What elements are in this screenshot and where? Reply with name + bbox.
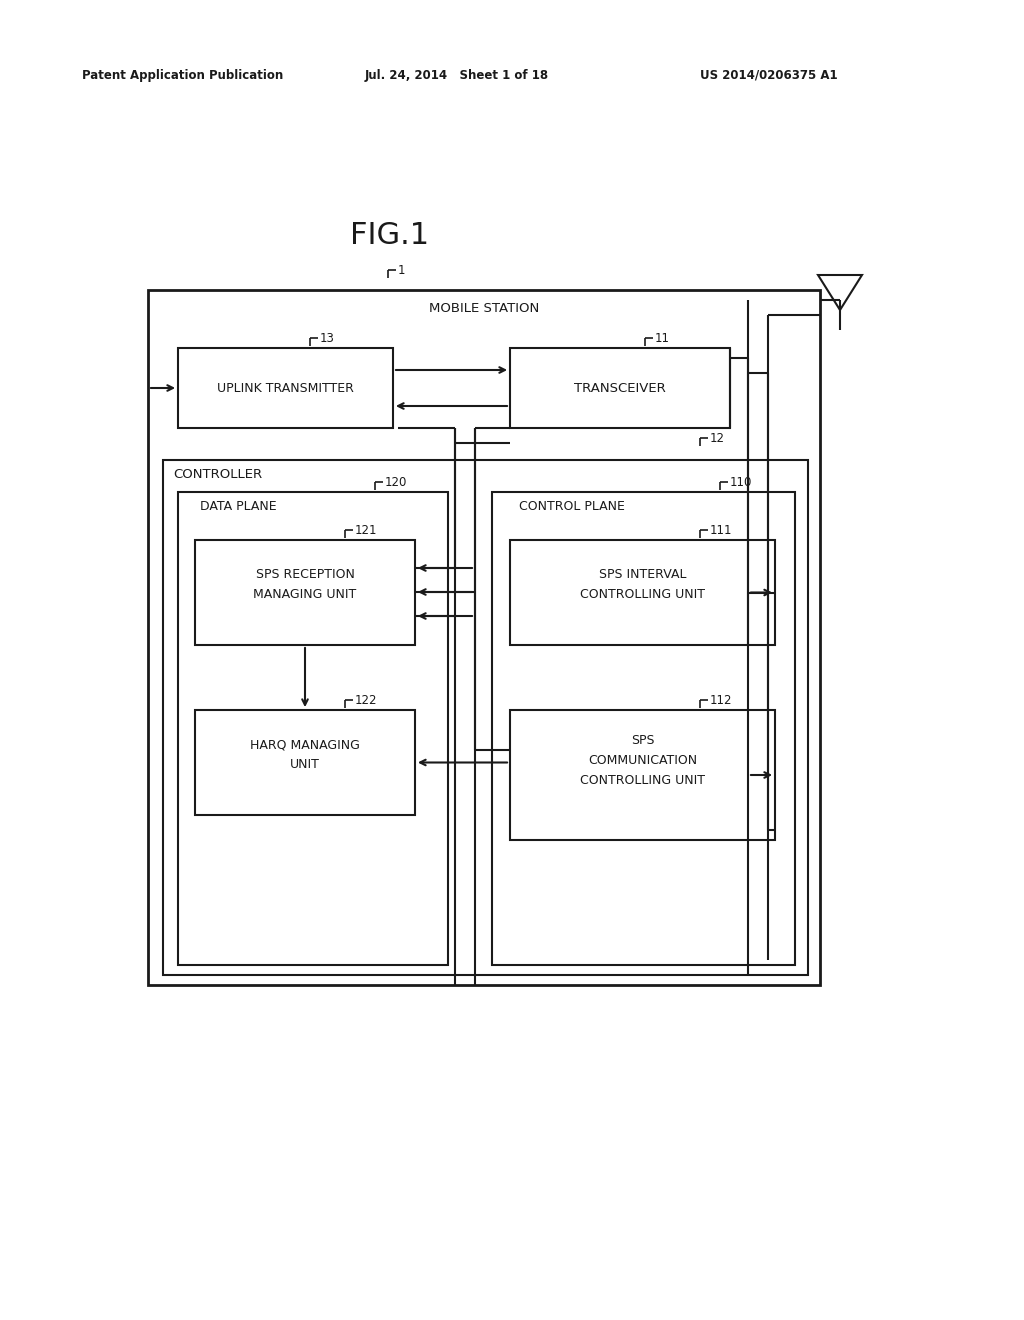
Bar (510, 348, 730, 428)
Text: SPS: SPS (631, 734, 654, 747)
Text: SPS RECEPTION: SPS RECEPTION (256, 569, 354, 582)
Text: DATA PLANE: DATA PLANE (200, 499, 276, 512)
Text: 111: 111 (710, 524, 732, 536)
Text: CONTROLLING UNIT: CONTROLLING UNIT (580, 774, 705, 787)
Bar (178, 348, 393, 428)
Bar (178, 492, 449, 965)
Bar (195, 710, 415, 814)
Text: CONTROLLER: CONTROLLER (173, 467, 262, 480)
Text: 112: 112 (710, 693, 732, 706)
Text: US 2014/0206375 A1: US 2014/0206375 A1 (700, 69, 838, 82)
Bar (510, 710, 775, 840)
Bar (148, 290, 820, 985)
Text: COMMUNICATION: COMMUNICATION (588, 754, 697, 767)
Text: MANAGING UNIT: MANAGING UNIT (253, 589, 356, 602)
Polygon shape (818, 275, 862, 310)
Text: 120: 120 (385, 475, 408, 488)
Text: 121: 121 (355, 524, 378, 536)
Text: MOBILE STATION: MOBILE STATION (429, 301, 539, 314)
Text: 122: 122 (355, 693, 378, 706)
Text: CONTROL PLANE: CONTROL PLANE (519, 499, 625, 512)
Text: TRANSCEIVER: TRANSCEIVER (574, 381, 666, 395)
Text: FIG.1: FIG.1 (350, 220, 429, 249)
Bar (195, 540, 415, 645)
Text: UPLINK TRANSMITTER: UPLINK TRANSMITTER (217, 381, 354, 395)
Text: UNIT: UNIT (290, 759, 319, 771)
Text: CONTROLLING UNIT: CONTROLLING UNIT (580, 589, 705, 602)
Text: 12: 12 (710, 432, 725, 445)
Text: 11: 11 (655, 331, 670, 345)
Bar (510, 540, 775, 645)
Text: 110: 110 (730, 475, 753, 488)
Bar (163, 459, 808, 975)
Text: SPS INTERVAL: SPS INTERVAL (599, 569, 686, 582)
Text: Patent Application Publication: Patent Application Publication (82, 69, 284, 82)
Bar (492, 492, 795, 965)
Text: Jul. 24, 2014   Sheet 1 of 18: Jul. 24, 2014 Sheet 1 of 18 (365, 69, 549, 82)
Text: HARQ MANAGING: HARQ MANAGING (250, 738, 360, 751)
Text: 13: 13 (319, 331, 335, 345)
Text: 1: 1 (398, 264, 406, 276)
